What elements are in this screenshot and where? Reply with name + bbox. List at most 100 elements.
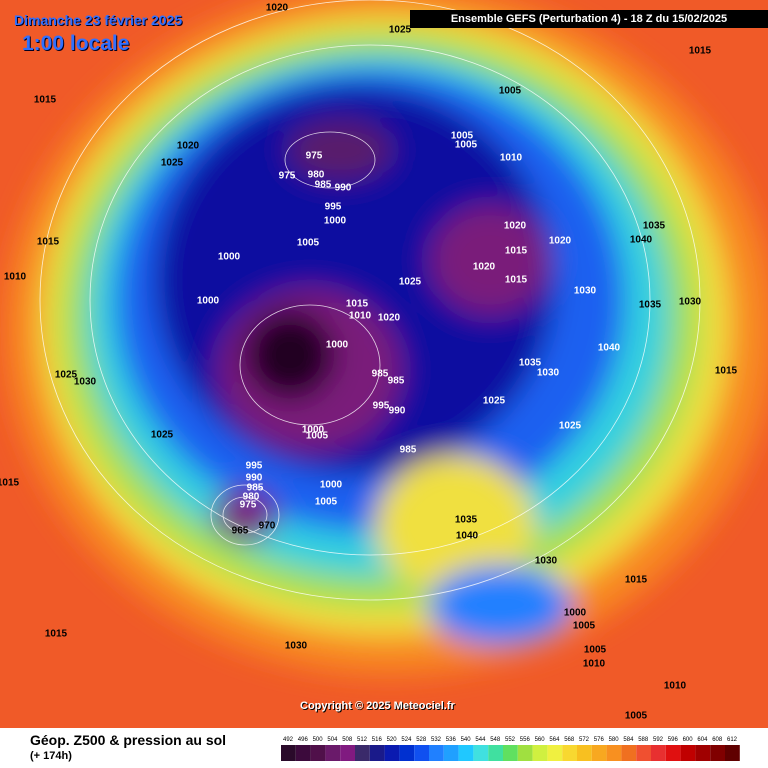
isobar-label: 980 (308, 170, 325, 181)
scale-label: 532 (431, 737, 442, 743)
isobar-label: 1025 (55, 370, 78, 381)
isobar-label: 995 (373, 401, 390, 412)
isobar-label: 985 (372, 369, 389, 380)
isobar-label: 975 (279, 171, 296, 182)
isobar-label: 1000 (564, 608, 587, 619)
scale-label: 504 (327, 737, 338, 743)
scale-label: 596 (668, 737, 679, 743)
scale-swatch (695, 745, 711, 761)
isobar-label: 1035 (639, 300, 662, 311)
isobar-label: 1040 (456, 531, 479, 542)
scale-label: 592 (653, 737, 664, 743)
scale-swatch (458, 745, 474, 761)
isobar-label: 1040 (630, 235, 653, 246)
scale-swatch (488, 745, 503, 761)
isobar-label: 1005 (584, 645, 607, 656)
isobar-label: 990 (246, 473, 263, 484)
isobar-label: 1005 (499, 86, 522, 97)
isobar-label: 1000 (218, 252, 241, 263)
isobar-label: 1020 (504, 221, 527, 232)
color-scale: 492 496 500 504 508 512 516 520 524 528 532 536 540 5… (281, 737, 740, 761)
isobar-label: 1040 (598, 343, 621, 354)
isobar-label: 1015 (37, 237, 60, 248)
isobar-label: 985 (388, 376, 405, 387)
isobar-label: 1035 (519, 358, 542, 369)
isobar-label: 995 (325, 202, 342, 213)
isobar-label: 1015 (34, 95, 57, 106)
isobar-label: 1000 (197, 296, 220, 307)
isobar-label: 1030 (537, 368, 560, 379)
isobar-label: 1005 (297, 238, 320, 249)
scale-swatch (547, 745, 563, 761)
isobar-label: 1020 (549, 236, 572, 247)
isobar-label: 1020 (177, 141, 200, 152)
isobar-label: 1025 (161, 158, 184, 169)
isobar-label: 1020 (378, 313, 401, 324)
scale-label: 552 (505, 737, 516, 743)
isobar-label: 1015 (625, 575, 648, 586)
isobar-label: 1015 (346, 299, 369, 310)
scale-label: 560 (535, 737, 546, 743)
isobar-label: 970 (259, 521, 276, 532)
scale-swatch (725, 745, 740, 761)
scale-swatch (665, 745, 681, 761)
scale-swatch (532, 745, 548, 761)
scale-label: 612 (727, 737, 738, 743)
footer-title: Géop. Z500 & pression au sol (30, 732, 227, 748)
footer-subtitle: (+ 174h) (30, 750, 72, 762)
isobar-label: 990 (335, 183, 352, 194)
scale-swatch (414, 745, 429, 761)
isobar-label: 1015 (689, 46, 712, 57)
scale-swatch (562, 745, 577, 761)
scale-label: 576 (594, 737, 605, 743)
scale-label: 556 (520, 737, 531, 743)
isobar-label: 1015 (0, 478, 20, 489)
isobar-label: 1030 (285, 641, 308, 652)
scale-swatch (281, 745, 296, 761)
isobar-label: 1030 (679, 297, 702, 308)
scale-swatch (325, 745, 341, 761)
scale-swatch (621, 745, 637, 761)
scale-swatch (636, 745, 651, 761)
isobar-label: 1010 (583, 659, 606, 670)
isobar-label: 1025 (483, 396, 506, 407)
isobar-label: 1020 (473, 262, 496, 273)
scale-swatch (369, 745, 385, 761)
scale-swatch (443, 745, 459, 761)
scale-label: 564 (549, 737, 560, 743)
isobar-label: 1005 (315, 497, 338, 508)
isobar-label: 1010 (4, 272, 27, 283)
scale-label: 608 (712, 737, 723, 743)
scale-label: 584 (623, 737, 634, 743)
scale-swatch (517, 745, 533, 761)
scale-label: 512 (357, 737, 368, 743)
scale-label: 524 (401, 737, 412, 743)
scale-swatch (606, 745, 622, 761)
scale-label: 492 (283, 737, 294, 743)
isobar-label: 1035 (643, 221, 666, 232)
isobar-label: 1005 (625, 711, 648, 722)
isobar-label: 1000 (302, 425, 325, 436)
isobar-label: 985 (315, 180, 332, 191)
scale-swatch (310, 745, 326, 761)
isobar-label: 1015 (45, 629, 68, 640)
isobar-label: 995 (246, 461, 263, 472)
isobar-label: 1015 (505, 246, 528, 257)
scale-swatch (651, 745, 666, 761)
scale-label: 548 (490, 737, 501, 743)
scale-label: 588 (638, 737, 649, 743)
scale-swatch (473, 745, 489, 761)
scale-swatch (355, 745, 370, 761)
isobar-label: 975 (240, 500, 257, 511)
isobar-label: 980 (243, 492, 260, 503)
isobar-label: 1015 (715, 366, 738, 377)
scale-swatch (503, 745, 518, 761)
scale-label: 572 (579, 737, 590, 743)
isobar-label: 1020 (266, 3, 289, 14)
isobar-label: 1005 (573, 621, 596, 632)
scale-label: 528 (416, 737, 427, 743)
scale-label: 516 (372, 737, 383, 743)
isobar-label: 965 (232, 526, 249, 537)
isobar-label: 1025 (559, 421, 582, 432)
